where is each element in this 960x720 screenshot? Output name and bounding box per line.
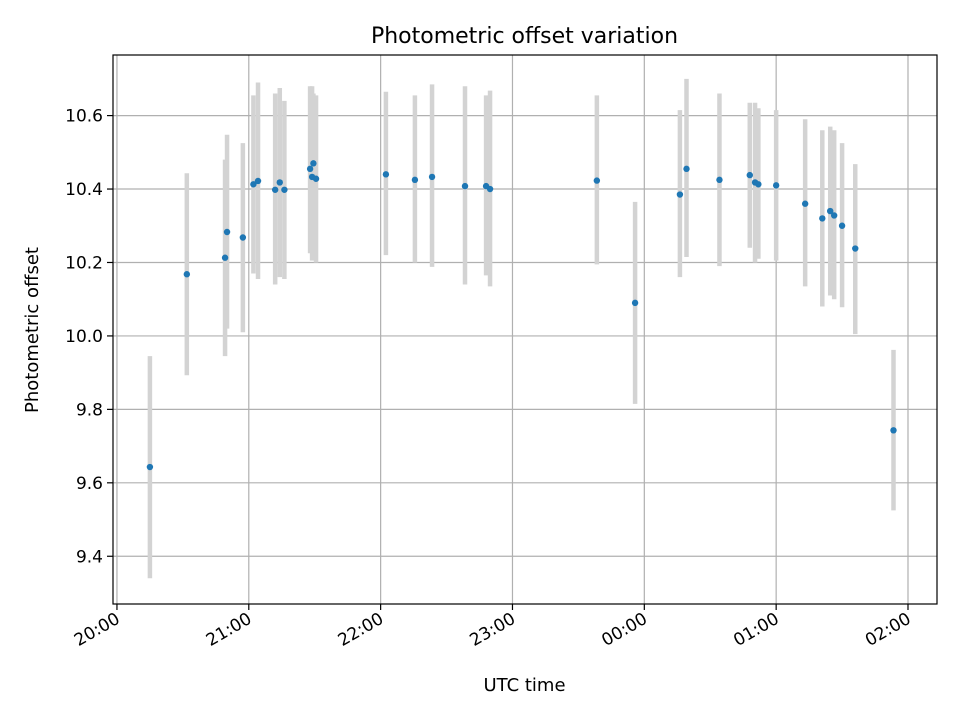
data-point <box>755 181 762 188</box>
x-tick-label: 02:00 <box>862 609 914 651</box>
data-point <box>146 463 154 471</box>
data-point <box>239 234 247 241</box>
y-tick-label: 10.2 <box>65 253 103 273</box>
data-point <box>683 165 690 173</box>
x-tick-label: 01:00 <box>730 609 782 651</box>
error-bars <box>147 78 896 579</box>
data-point <box>801 200 809 207</box>
x-axis-label: UTC time <box>483 675 565 696</box>
x-tick-label: 20:00 <box>71 609 123 651</box>
y-tick-label: 10.4 <box>65 180 103 200</box>
y-grid <box>113 114 937 557</box>
y-tick-label: 10.0 <box>65 327 103 347</box>
y-axis-label: Photometric offset <box>22 247 43 413</box>
data-point <box>716 176 723 184</box>
data-point <box>827 207 834 215</box>
data-point <box>631 299 639 307</box>
data-point <box>772 182 780 189</box>
data-point <box>486 185 494 193</box>
data-point <box>428 173 436 181</box>
chart-title: Photometric offset variation <box>371 24 678 49</box>
data-point <box>254 177 262 185</box>
data-point <box>746 171 753 179</box>
x-grid <box>116 55 909 604</box>
data-point <box>382 171 390 178</box>
data-point <box>838 222 846 229</box>
data-point <box>411 176 419 184</box>
x-tick-label: 00:00 <box>598 609 650 651</box>
data-point <box>271 186 279 193</box>
data-points <box>146 160 897 471</box>
y-tick-label: 10.6 <box>65 107 103 127</box>
data-point <box>830 212 838 219</box>
data-point <box>461 182 469 190</box>
x-tick-label: 22:00 <box>335 609 387 651</box>
x-tick-label: 21:00 <box>203 609 255 651</box>
data-point <box>281 186 288 193</box>
y-tick-label: 9.6 <box>76 474 103 494</box>
data-point <box>221 254 229 261</box>
data-point <box>250 181 257 188</box>
y-tick-label: 9.4 <box>76 547 103 567</box>
x-tick-label: 23:00 <box>467 609 519 651</box>
y-tick-label: 9.8 <box>76 400 103 420</box>
y-axis-ticks: 9.4 9.6 9.8 10.0 10.2 10.4 10.6 <box>65 107 113 567</box>
data-point <box>276 179 283 186</box>
data-point <box>593 177 601 184</box>
data-point <box>676 191 684 198</box>
data-point <box>310 160 317 167</box>
data-point <box>819 215 826 222</box>
data-point <box>223 228 231 236</box>
data-point <box>890 427 897 434</box>
data-point <box>183 271 191 278</box>
data-point <box>306 165 314 173</box>
plot-frame <box>112 54 938 605</box>
x-axis-ticks: 20:00 21:00 22:00 23:00 00:00 01:00 02:00 <box>71 604 914 651</box>
data-point <box>852 245 859 252</box>
data-point <box>312 175 320 182</box>
